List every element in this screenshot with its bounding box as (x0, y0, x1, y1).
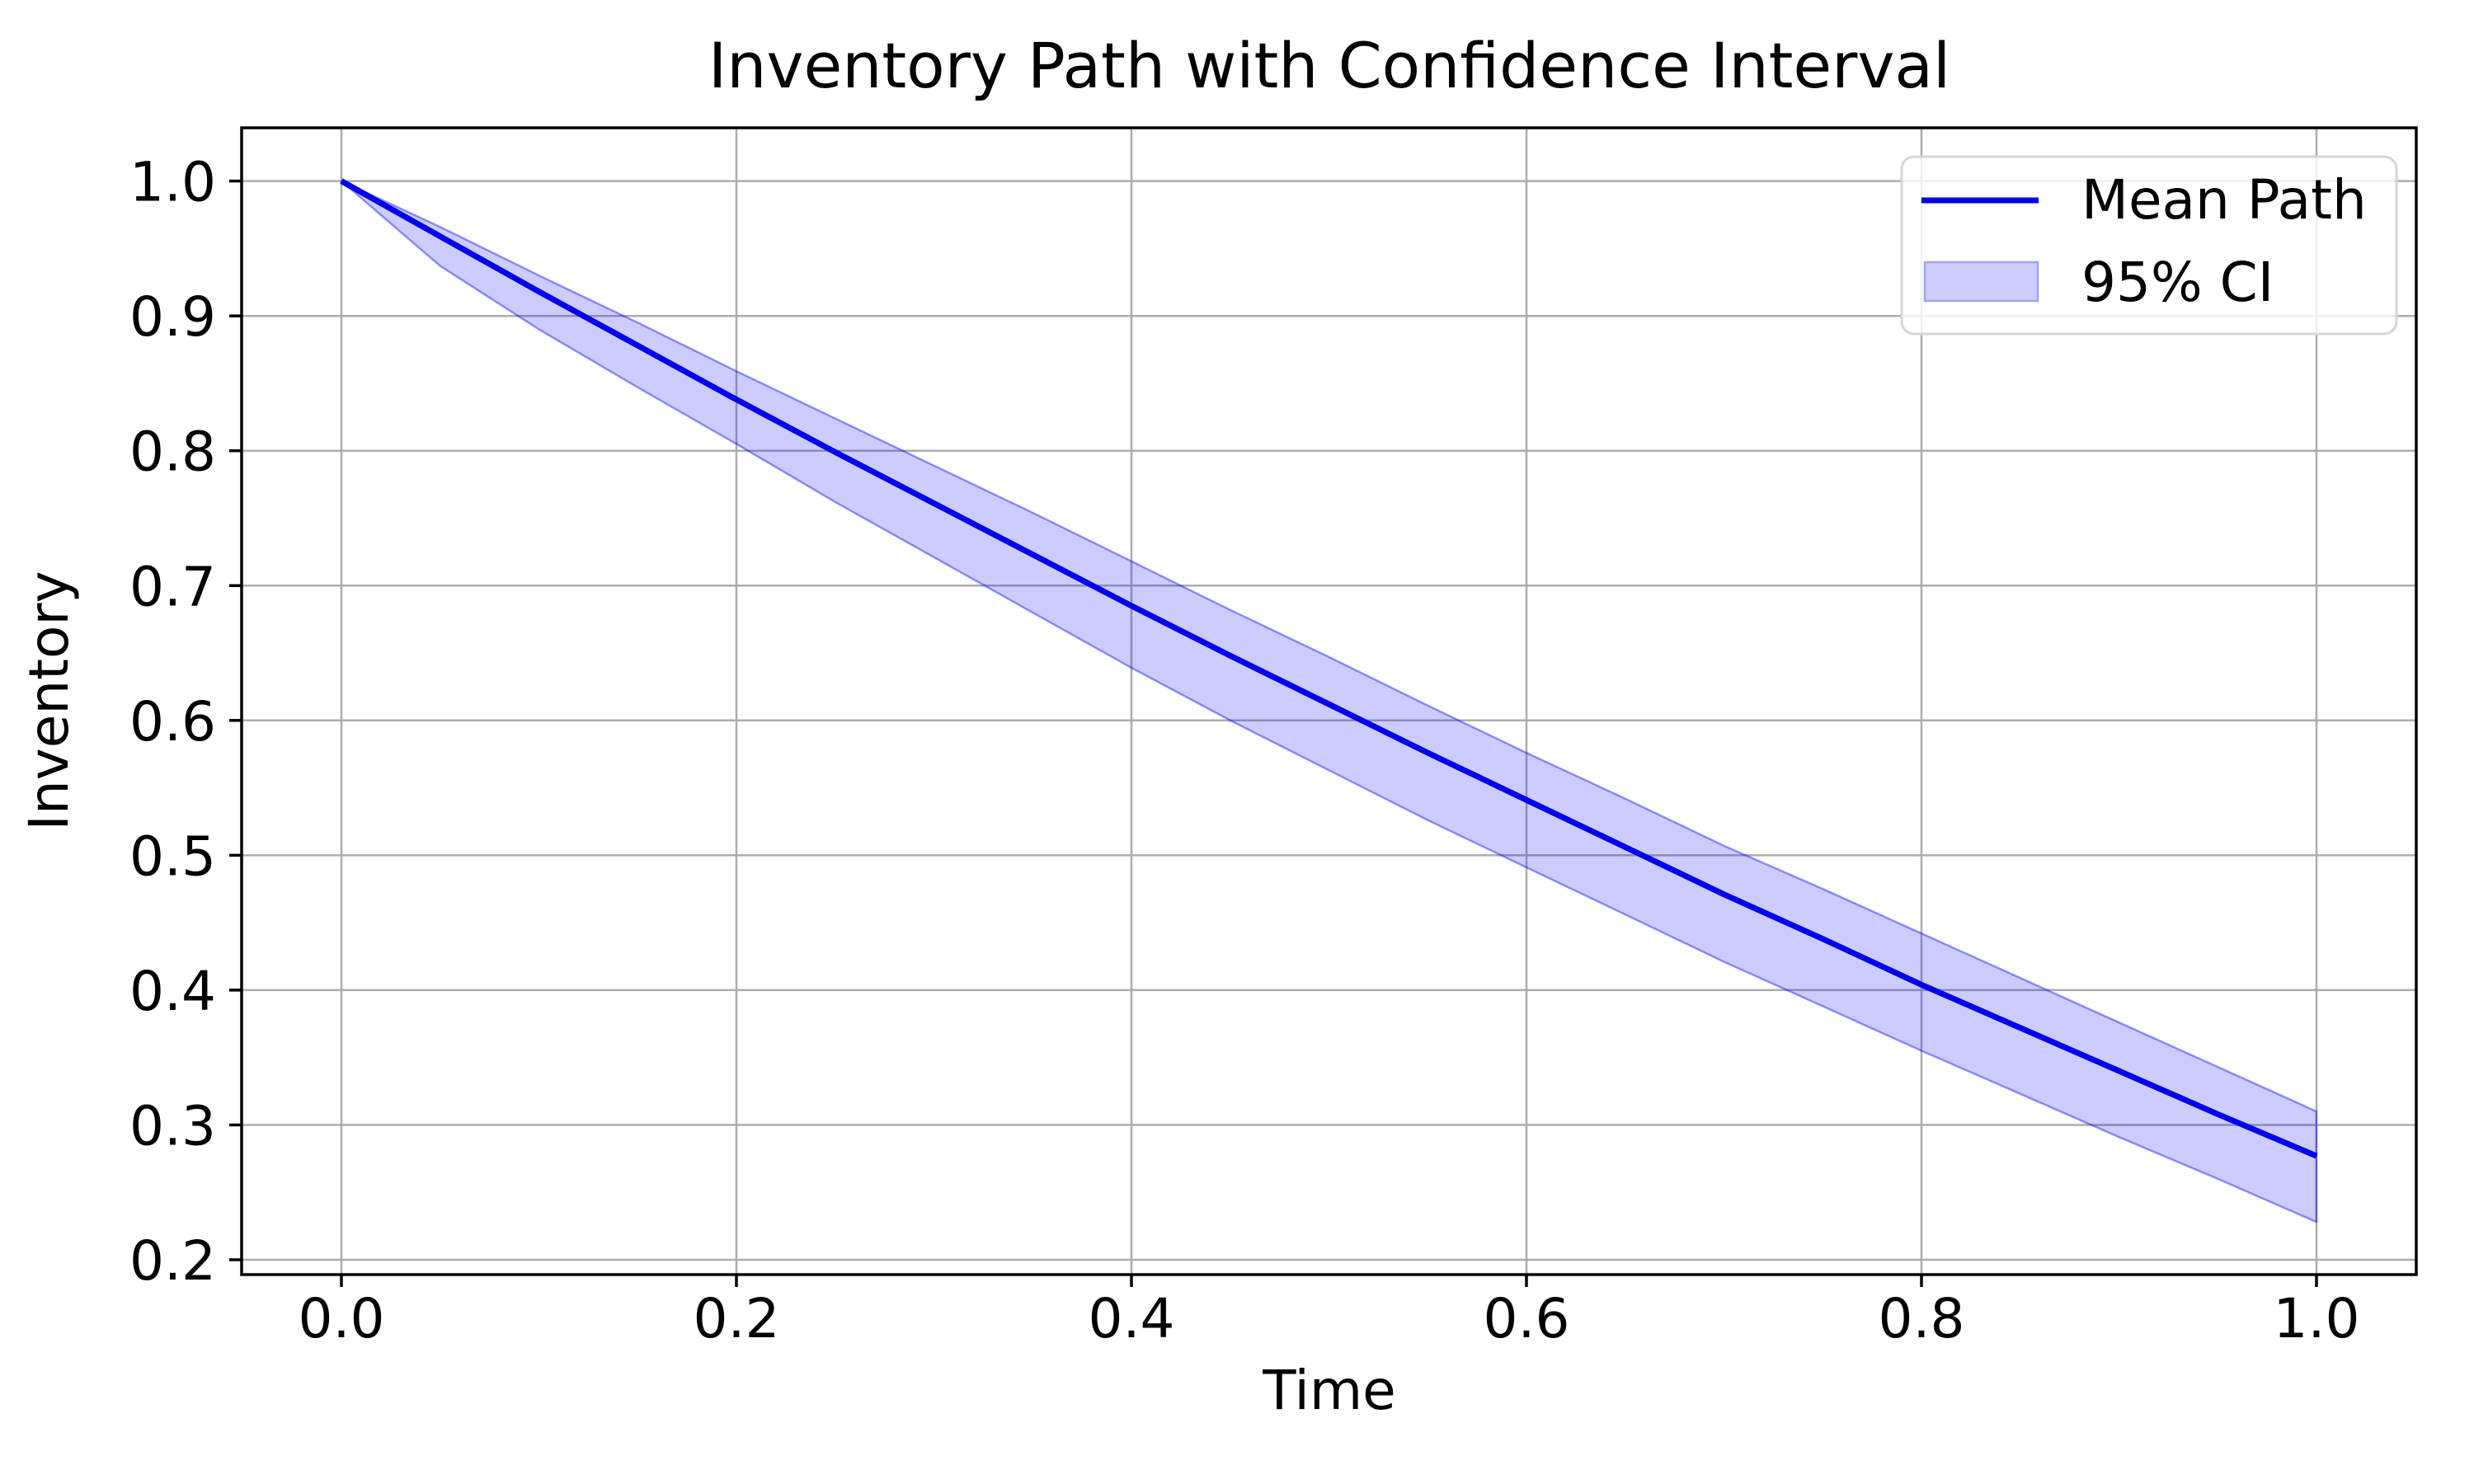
x-tick-label: 1.0 (2274, 1287, 2360, 1350)
y-tick-label: 0.4 (129, 960, 216, 1023)
mean-path (340, 178, 2318, 1159)
y-tick-labels: 0.2 0.3 0.4 0.5 0.6 0.7 0.8 0.9 1.0 (129, 151, 216, 1293)
legend: Mean Path 95% CI (1900, 155, 2398, 336)
y-tick-label: 1.0 (129, 151, 216, 214)
x-tick-label: 0.0 (299, 1287, 385, 1350)
y-tick-label: 0.2 (129, 1229, 216, 1293)
legend-label-ci: 95% CI (2081, 251, 2274, 314)
y-axis-label: Inventory (17, 571, 81, 830)
plot-frame (240, 126, 2418, 1276)
x-tick-label: 0.6 (1484, 1287, 1570, 1350)
chart-title: Inventory Path with Confidence Interval (708, 29, 1950, 102)
y-tick-label: 0.3 (129, 1095, 216, 1158)
y-tick-label: 0.6 (129, 690, 216, 754)
legend-patch-sample (1923, 261, 2039, 303)
y-tick-label: 0.8 (129, 420, 216, 484)
tick-marks (229, 179, 2318, 1287)
x-tick-label: 0.4 (1089, 1287, 1175, 1350)
y-tick-label: 0.7 (129, 555, 216, 618)
x-axis-label: Time (1262, 1359, 1396, 1422)
y-tick-label: 0.9 (129, 285, 216, 349)
mean-path-line (340, 178, 2318, 1159)
legend-label-mean-path: Mean Path (2081, 168, 2367, 232)
y-tick-label: 0.5 (129, 824, 216, 888)
x-tick-label: 0.2 (694, 1287, 780, 1350)
x-tick-labels: 0.0 0.2 0.4 0.6 0.8 1.0 (299, 1287, 2360, 1350)
x-tick-label: 0.8 (1879, 1287, 1965, 1350)
